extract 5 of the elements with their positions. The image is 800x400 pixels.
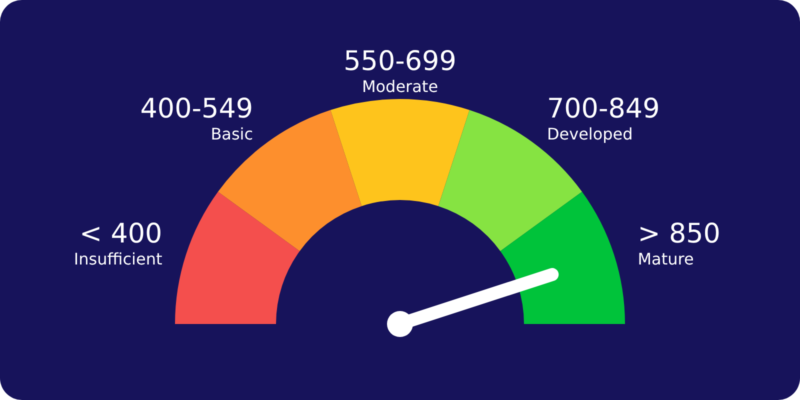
slice-label: > 850 Mature xyxy=(638,218,721,269)
slice-label: 400-549 Basic xyxy=(140,94,254,144)
slice-label: 700-849 Developed xyxy=(546,94,660,144)
slice-label: 550-699 Moderate xyxy=(344,46,456,96)
slice-label: < 400 Insufficient xyxy=(74,218,162,269)
